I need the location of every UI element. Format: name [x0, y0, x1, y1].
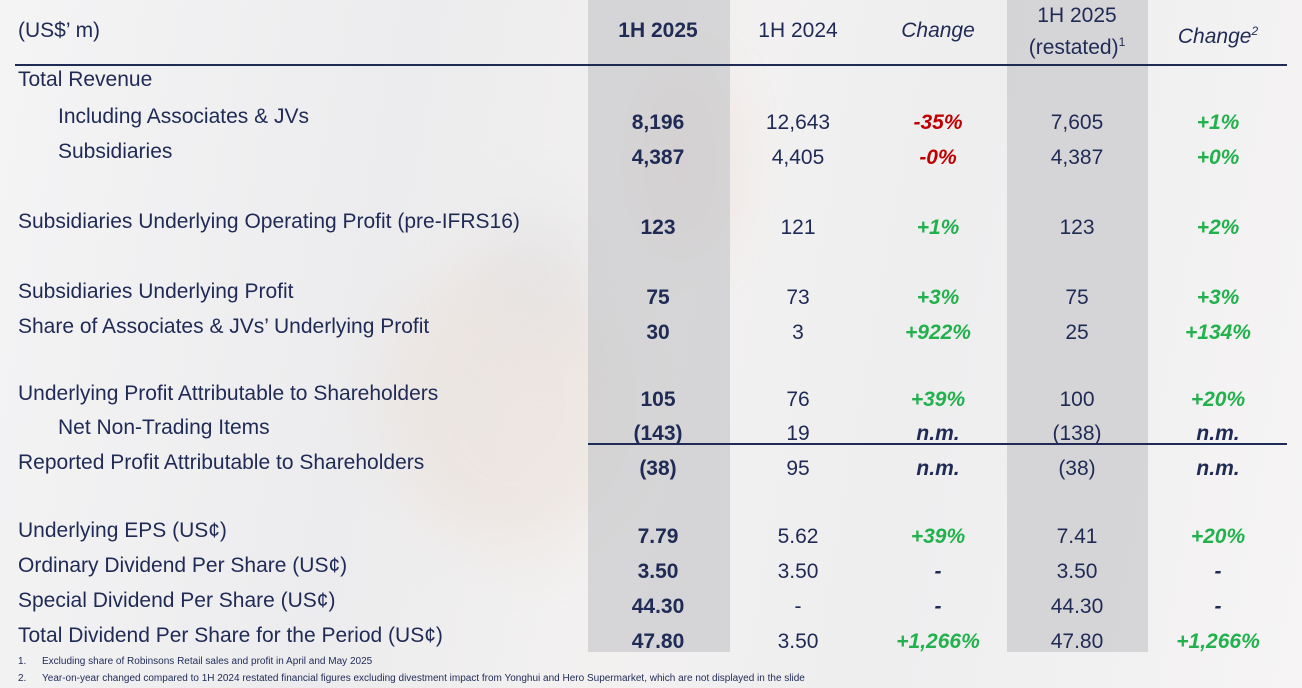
value-change-restated: - [1214, 595, 1222, 618]
value-change: +3% [916, 286, 960, 309]
col-header-1h2025-restated: 1H 2025 (restated)1 [1007, 3, 1147, 61]
value-1h2024: 95 [786, 457, 810, 480]
value-1h2024: 3 [792, 321, 804, 344]
footnote: 1. Excluding share of Robinsons Retail sa… [18, 656, 372, 667]
value-change-restated: +0% [1196, 146, 1240, 169]
col-header-label: Change [1177, 25, 1252, 48]
footnote-ref: 1 [1118, 35, 1126, 49]
value-change: - [934, 560, 942, 583]
value-1h2024: 12,643 [765, 111, 831, 134]
col-header-1h2025: 1H 2025 [618, 19, 698, 42]
value-1h2025: 7.79 [637, 525, 679, 548]
footnote-number: 1. [18, 656, 27, 667]
value-1h2025-restated: 47.80 [1050, 630, 1104, 653]
value-1h2024: 76 [786, 388, 810, 411]
row-label: Subsidiaries [58, 140, 173, 163]
row-label: Subsidiaries Underlying Operating Profit… [18, 210, 520, 233]
col-header-label: 1H 2025 [1037, 4, 1117, 27]
value-change: +1% [916, 216, 960, 239]
row-label: Total Revenue [18, 68, 153, 91]
column-band-1h2025-restated [1007, 0, 1148, 652]
value-1h2025-restated: 25 [1065, 321, 1089, 344]
value-1h2024: 5.62 [777, 525, 819, 548]
value-1h2024: 3.50 [777, 630, 819, 653]
value-1h2025: 105 [640, 388, 676, 411]
value-change: - [934, 595, 942, 618]
value-1h2025: 44.30 [631, 595, 685, 618]
value-change: +39% [910, 525, 966, 548]
value-1h2025-restated: 100 [1059, 388, 1095, 411]
value-change-restated: +3% [1196, 286, 1240, 309]
header-divider [15, 64, 1287, 66]
value-1h2025-restated: 4,387 [1050, 146, 1104, 169]
value-1h2024: - [794, 595, 802, 618]
col-header-change-restated: Change2 [1148, 18, 1288, 50]
row-label: Underlying EPS (US¢) [18, 519, 227, 542]
value-change: +922% [905, 321, 971, 344]
value-1h2025-restated: 7.41 [1056, 525, 1098, 548]
value-change-restated: +20% [1190, 388, 1246, 411]
value-change-restated: +1% [1196, 111, 1240, 134]
value-1h2025: (38) [639, 457, 677, 480]
value-1h2025: 30 [646, 321, 670, 344]
value-change-restated: +1,266% [1176, 630, 1260, 653]
value-change: n.m. [916, 422, 960, 445]
value-1h2025-restated: (138) [1052, 422, 1102, 445]
value-1h2025: 47.80 [631, 630, 685, 653]
value-1h2025-restated: 3.50 [1056, 560, 1098, 583]
value-1h2025: 123 [640, 216, 676, 239]
value-1h2024: 19 [786, 422, 810, 445]
value-1h2025: (143) [633, 422, 683, 445]
value-change: +39% [910, 388, 966, 411]
row-label: Total Dividend Per Share for the Period … [18, 624, 443, 647]
value-change: +1,266% [896, 630, 980, 653]
value-1h2025-restated: 123 [1059, 216, 1095, 239]
row-label: Reported Profit Attributable to Sharehol… [18, 451, 425, 474]
value-1h2024: 121 [780, 216, 816, 239]
col-header-change: Change [901, 19, 975, 42]
value-change-restated: - [1214, 560, 1222, 583]
col-header-label: (restated)1 [1007, 29, 1147, 61]
row-label: Special Dividend Per Share (US¢) [18, 589, 336, 612]
value-1h2024: 3.50 [777, 560, 819, 583]
value-change-restated: n.m. [1196, 457, 1240, 480]
footnote-ref: 2 [1251, 24, 1259, 38]
value-1h2025: 75 [646, 286, 670, 309]
value-1h2025: 4,387 [631, 146, 685, 169]
value-1h2024: 73 [786, 286, 810, 309]
row-label: Subsidiaries Underlying Profit [18, 280, 294, 303]
value-change: -0% [919, 146, 957, 169]
value-change-restated: +2% [1196, 216, 1240, 239]
value-change: n.m. [916, 457, 960, 480]
unit-label: (US$’ m) [18, 19, 101, 42]
row-label: Including Associates & JVs [58, 105, 309, 128]
value-1h2025-restated: (38) [1058, 457, 1096, 480]
column-band-1h2025 [588, 0, 730, 652]
footnote-text: Year-on-year changed compared to 1H 2024… [42, 673, 805, 684]
value-change-restated: n.m. [1196, 422, 1240, 445]
value-1h2025: 8,196 [631, 111, 685, 134]
value-1h2025-restated: 44.30 [1050, 595, 1104, 618]
value-change-restated: +134% [1185, 321, 1251, 344]
col-header-1h2024: 1H 2024 [758, 19, 838, 42]
subtotal-divider [588, 443, 1287, 445]
row-label: Ordinary Dividend Per Share (US¢) [18, 554, 348, 577]
value-1h2024: 4,405 [771, 146, 825, 169]
value-1h2025-restated: 75 [1065, 286, 1089, 309]
row-label: Underlying Profit Attributable to Shareh… [18, 382, 439, 405]
value-1h2025: 3.50 [637, 560, 679, 583]
footnote: 2. Year-on-year changed compared to 1H 20… [18, 673, 805, 684]
col-header-label2: (restated) [1028, 36, 1119, 59]
value-change: -35% [913, 111, 963, 134]
row-label: Net Non-Trading Items [58, 416, 270, 439]
background-photo [480, 200, 600, 350]
row-label: Share of Associates & JVs’ Underlying Pr… [18, 315, 430, 338]
value-change-restated: +20% [1190, 525, 1246, 548]
footnote-text: Excluding share of Robinsons Retail sale… [42, 656, 373, 667]
footnote-number: 2. [18, 673, 27, 684]
value-1h2025-restated: 7,605 [1050, 111, 1104, 134]
